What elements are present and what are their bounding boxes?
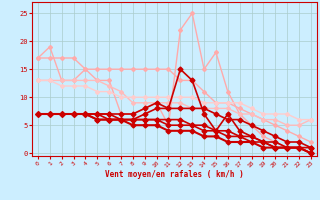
X-axis label: Vent moyen/en rafales ( km/h ): Vent moyen/en rafales ( km/h )	[105, 170, 244, 179]
